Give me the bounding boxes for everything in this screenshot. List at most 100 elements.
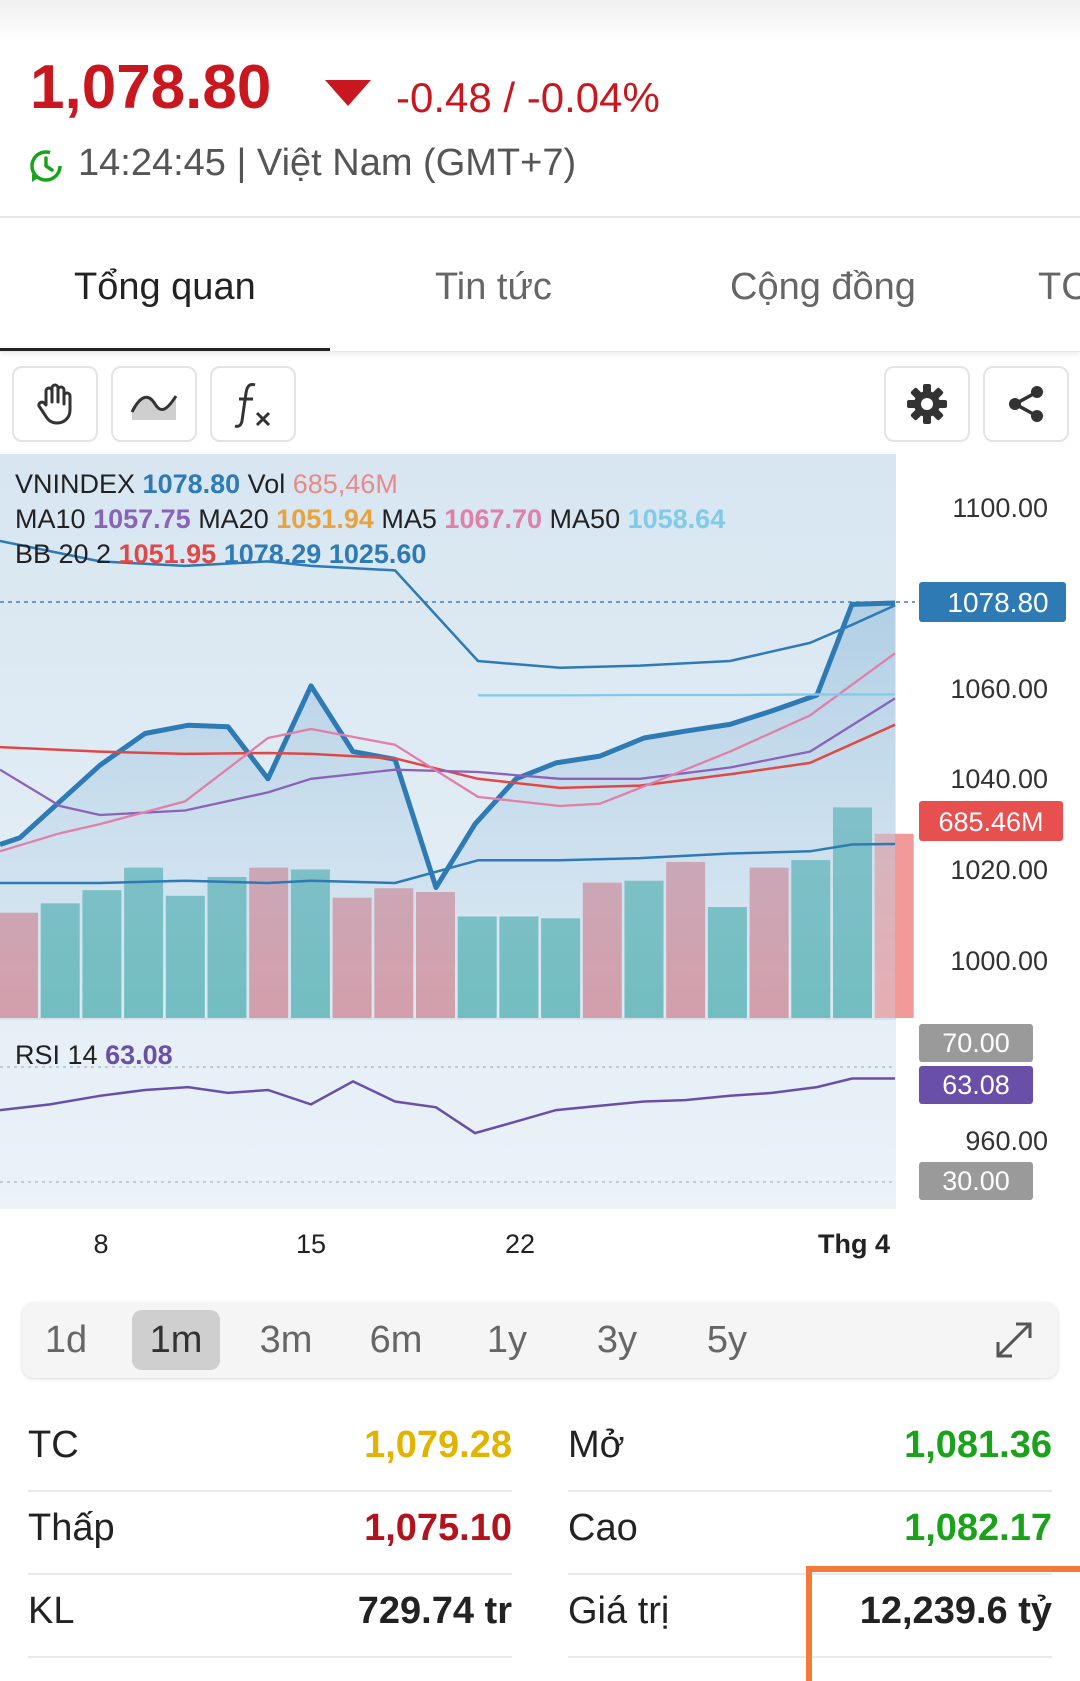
stat-volume-label: KL: [28, 1590, 75, 1632]
gear-icon: [907, 384, 947, 424]
price-axis-tick: 1100.00: [952, 493, 1048, 523]
legend-rsi: RSI 14 63.08: [15, 1040, 173, 1071]
legend-rsi-value: 63.08: [105, 1040, 173, 1070]
last-update-time: 14:24:45 | Việt Nam (GMT+7): [78, 142, 577, 184]
legend-ma20-label: MA20: [198, 504, 269, 534]
stat-low-value: 1,075.10: [364, 1507, 512, 1549]
bollinger-mid-line: [0, 723, 896, 790]
function-icon: [234, 383, 271, 428]
legend-ma5-value: 1067.70: [444, 504, 543, 534]
price-chart-svg: 1100.00 1060.00 1040.00 1020.00 1000.00 960.0…: [0, 454, 1066, 1259]
legend-ma10-value: 1057.75: [93, 504, 191, 534]
last-price-tag-label: 1078.80: [947, 587, 1048, 618]
legend-price-value: 1078.80: [142, 469, 241, 499]
price-axis-tick: 960.00: [965, 1126, 1048, 1156]
legend-ma50-value: 1058.64: [627, 504, 726, 534]
stat-open-label: Mở: [568, 1424, 625, 1466]
expand-icon[interactable]: [992, 1318, 1036, 1362]
quote-header: 1,078.80 -0.48 / -0.04% 14:24:45 | Việt …: [0, 0, 1080, 218]
legend-moving-averages: MA10 1057.75 MA20 1051.94 MA5 1067.70 MA…: [15, 504, 725, 535]
legend-bb-upper: 1078.29: [223, 539, 322, 569]
tab-news[interactable]: Tin tức: [435, 266, 552, 308]
rsi-lower-tag-label: 30.00: [942, 1166, 1010, 1196]
chart-style-button[interactable]: [111, 366, 197, 442]
period-5y[interactable]: 5y: [706, 1319, 748, 1361]
legend-symbol: VNINDEX: [15, 469, 136, 499]
tab-community[interactable]: Cộng đồng: [730, 266, 916, 308]
legend-ma5-label: MA5: [381, 504, 437, 534]
line-style-icon: [130, 395, 178, 420]
stat-high-value: 1,082.17: [904, 1507, 1052, 1549]
rsi-line: [0, 1077, 895, 1135]
tab-tc[interactable]: TC: [1038, 266, 1080, 308]
time-axis-tick: Thg 4: [818, 1229, 890, 1259]
clock-icon: [30, 150, 62, 182]
stat-value-amount: 12,239.6 tỷ: [859, 1590, 1052, 1632]
period-6m[interactable]: 6m: [369, 1319, 423, 1361]
tab-overview[interactable]: Tổng quan: [74, 266, 256, 308]
bollinger-lower-line: [0, 842, 896, 885]
price-chart[interactable]: 1100.00 1060.00 1040.00 1020.00 1000.00 960.0…: [0, 452, 1080, 1259]
stat-open: Mở 1,081.36: [568, 1410, 1052, 1492]
legend-ma50-label: MA50: [549, 504, 621, 534]
legend-rsi-label: RSI 14: [15, 1040, 98, 1070]
period-1y[interactable]: 1y: [486, 1319, 528, 1361]
volume-tag-label: 685.46M: [938, 807, 1043, 837]
drawing-tool-button[interactable]: [12, 366, 98, 442]
stat-reference-value: 1,079.28: [364, 1424, 512, 1466]
stat-high: Cao 1,082.17: [568, 1493, 1052, 1575]
rsi-current-tag: [919, 1066, 1033, 1104]
legend-ma10-label: MA10: [15, 504, 86, 534]
rsi-lower-tag: [919, 1162, 1033, 1200]
stat-volume-value: 729.74 tr: [357, 1590, 512, 1632]
stat-reference-label: TC: [28, 1424, 79, 1466]
stat-value-label: Giá trị: [568, 1590, 670, 1632]
price-change: -0.48 / -0.04%: [396, 74, 660, 121]
bollinger-upper-line: [0, 539, 896, 670]
price-area-fill: [0, 603, 895, 1018]
ma10-line: [0, 697, 896, 817]
current-price: 1,078.80: [30, 53, 272, 122]
legend-bb-mid: 1051.95: [118, 539, 217, 569]
ma5-line: [0, 652, 896, 853]
stat-open-value: 1,081.36: [904, 1424, 1052, 1466]
price-line: [0, 600, 896, 890]
price-axis-tick: 1060.00: [950, 674, 1048, 704]
legend-bollinger: BB 20 2 1051.95 1078.29 1025.60: [15, 539, 426, 570]
stat-low: Thấp 1,075.10: [28, 1493, 512, 1575]
hand-icon: [37, 383, 72, 425]
legend-ma20-value: 1051.94: [276, 504, 374, 534]
stat-reference: TC 1,079.28: [28, 1410, 512, 1492]
indicators-button[interactable]: [210, 366, 296, 442]
settings-button[interactable]: [884, 366, 970, 442]
stat-low-label: Thấp: [28, 1507, 115, 1549]
share-button[interactable]: [983, 366, 1069, 442]
legend-vol-value: 685,46M: [292, 469, 398, 499]
time-axis-tick: 22: [505, 1229, 535, 1259]
legend-vol-label: Vol: [247, 469, 286, 499]
ma50-line: [478, 693, 896, 697]
rsi-current-tag-label: 63.08: [942, 1070, 1010, 1100]
section-tabs: Tổng quan Tin tức Cộng đồng TC: [0, 220, 1080, 352]
period-3m[interactable]: 3m: [259, 1319, 313, 1361]
stat-volume: KL 729.74 tr: [28, 1576, 512, 1658]
stat-high-label: Cao: [568, 1507, 638, 1549]
period-1d[interactable]: 1d: [44, 1319, 88, 1361]
share-icon: [1009, 386, 1043, 422]
legend-bb-label: BB 20 2: [15, 539, 112, 569]
active-tab-underline: [0, 348, 330, 351]
price-axis-tick: 1020.00: [950, 855, 1048, 885]
legend-price: VNINDEX 1078.80 Vol 685,46M: [15, 469, 398, 500]
period-3y[interactable]: 3y: [596, 1319, 638, 1361]
price-axis-tick: 1040.00: [950, 764, 1048, 794]
highlight-box: [806, 1566, 1080, 1681]
period-selector: 1d 1m 3m 6m 1y 3y 5y: [22, 1302, 1058, 1378]
down-arrow-icon: [325, 80, 371, 106]
time-axis-tick: 8: [93, 1229, 108, 1259]
period-1m[interactable]: 1m: [132, 1310, 220, 1370]
last-price-tag: [919, 582, 1066, 622]
rsi-upper-tag-label: 70.00: [942, 1028, 1010, 1058]
rsi-upper-tag: [919, 1024, 1033, 1062]
time-axis-tick: 15: [296, 1229, 326, 1259]
price-axis-tick: 1000.00: [950, 946, 1048, 976]
